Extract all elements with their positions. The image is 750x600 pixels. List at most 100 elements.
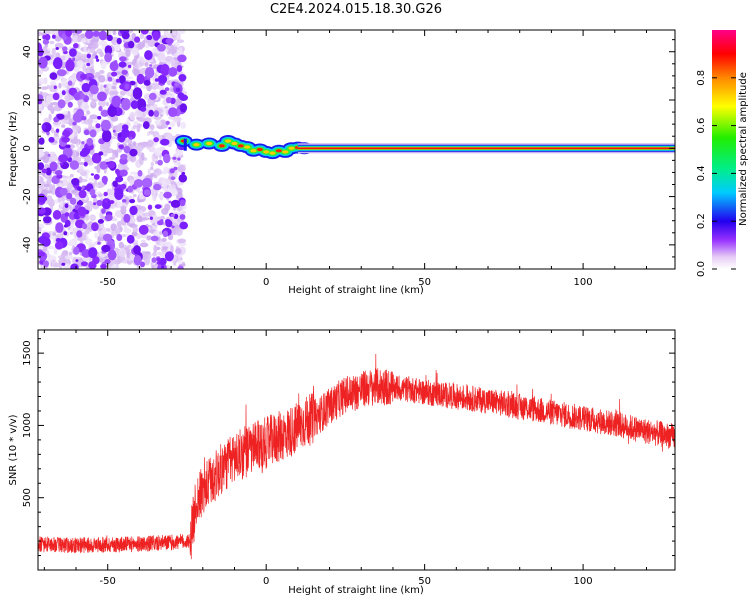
noise-blob (168, 200, 172, 204)
noise-blob (168, 127, 172, 130)
noise-blob (77, 186, 82, 192)
noise-blob (49, 72, 58, 80)
noise-blob (64, 94, 73, 101)
noise-blob (98, 151, 104, 156)
noise-blob (90, 99, 96, 106)
noise-blob (131, 47, 140, 56)
noise-blob (105, 227, 111, 232)
noise-blob (46, 246, 55, 250)
bottom-ytick-label: 1500 (22, 340, 33, 365)
noise-blob (57, 196, 65, 203)
signal-core (297, 147, 675, 149)
noise-blob (59, 162, 64, 166)
noise-blob (150, 261, 154, 267)
noise-blob (74, 30, 83, 34)
noise-blob (101, 208, 106, 214)
noise-blob (51, 47, 56, 56)
noise-blob (133, 255, 142, 266)
noise-blob (157, 251, 162, 256)
noise-blob (141, 152, 145, 161)
noise-blob (67, 80, 73, 86)
noise-blob (63, 231, 68, 236)
noise-blob (133, 194, 137, 198)
noise-blob (75, 259, 79, 262)
noise-blob (153, 183, 162, 191)
noise-blob (168, 184, 176, 190)
colorbar (712, 30, 736, 269)
noise-blob (89, 188, 96, 196)
noise-blob (88, 77, 93, 80)
noise-blob (56, 182, 65, 189)
noise-blob (115, 168, 120, 175)
noise-blob (49, 183, 53, 193)
noise-blob (43, 260, 49, 268)
noise-blob (64, 203, 69, 208)
noise-blob (89, 114, 98, 120)
noise-blob (52, 155, 59, 161)
noise-blob (143, 189, 151, 196)
noise-blob (121, 199, 127, 203)
noise-blob (164, 87, 170, 91)
noise-blob (78, 176, 83, 184)
noise-blob (173, 42, 180, 47)
noise-blob (42, 39, 50, 45)
noise-blob (63, 265, 70, 269)
noise-blob (40, 86, 49, 90)
noise-blob (86, 110, 91, 115)
noise-blob (80, 261, 88, 267)
noise-blob (142, 212, 151, 217)
signal-core (225, 139, 232, 143)
top-ytick-label: -20 (22, 188, 33, 204)
noise-blob (117, 162, 125, 171)
noise-blob (85, 30, 94, 39)
noise-blob (103, 84, 107, 88)
noise-blob (134, 62, 139, 70)
noise-blob (150, 82, 160, 90)
noise-region (38, 30, 189, 269)
noise-blob (99, 143, 107, 152)
noise-blob (129, 148, 138, 157)
noise-blob (102, 233, 113, 242)
noise-blob (121, 124, 129, 131)
top-xtick-label: 0 (263, 277, 269, 288)
noise-blob (104, 199, 108, 203)
noise-blob (86, 53, 92, 59)
noise-blob (38, 195, 47, 203)
noise-blob (152, 252, 157, 257)
noise-blob (106, 101, 109, 107)
noise-blob (94, 184, 100, 188)
signal-core (263, 150, 270, 154)
noise-blob (38, 69, 43, 75)
noise-blob (144, 50, 153, 61)
noise-blob (90, 173, 94, 176)
bottom-xtick-label: -50 (100, 576, 116, 587)
noise-blob (168, 107, 178, 117)
noise-blob (83, 161, 88, 167)
noise-blob (101, 175, 108, 184)
noise-blob (55, 128, 60, 133)
noise-blob (111, 95, 122, 108)
noise-blob (42, 92, 49, 98)
noise-blob (63, 224, 68, 228)
noise-blob (170, 60, 179, 68)
noise-blob (165, 241, 172, 248)
noise-blob (127, 64, 132, 68)
noise-blob (59, 200, 64, 208)
noise-blob (178, 174, 188, 183)
noise-blob (151, 265, 155, 269)
noise-blob (91, 222, 99, 232)
noise-blob (132, 141, 137, 147)
noise-blob (48, 136, 55, 143)
noise-blob (61, 90, 66, 96)
noise-blob (98, 106, 103, 112)
noise-blob (149, 216, 153, 220)
noise-blob (134, 110, 144, 118)
noise-blob (161, 207, 169, 215)
colorbar-tick-label: 0.8 (696, 70, 707, 86)
noise-blob (99, 51, 104, 58)
noise-blob (72, 121, 77, 126)
noise-blob (99, 85, 103, 91)
noise-blob (131, 230, 138, 237)
bottom-plot-frame (37, 329, 676, 571)
